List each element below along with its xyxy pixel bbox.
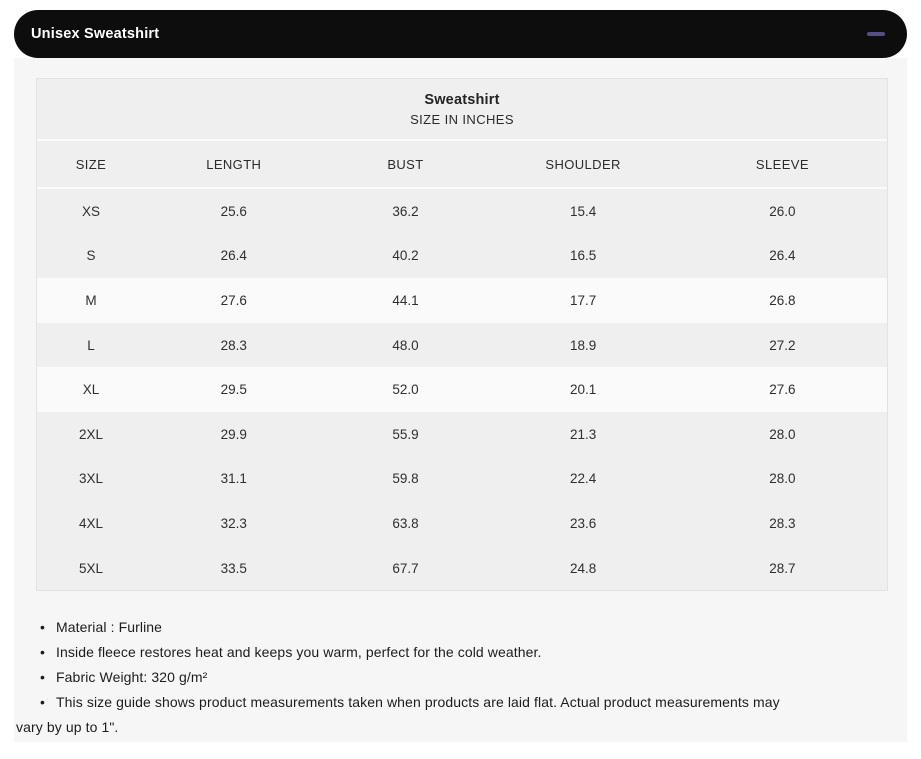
column-header-size: SIZE xyxy=(75,156,107,172)
measurement-cell: 28.3 xyxy=(220,337,247,353)
chart-title: Sweatshirt xyxy=(424,91,500,108)
measurement-cell: 22.4 xyxy=(569,471,597,487)
table-row-xl: XL 29.5 52.0 20.1 27.6 xyxy=(37,367,887,412)
measurement-cell: 67.7 xyxy=(392,560,419,576)
measurement-cell: 26.4 xyxy=(769,248,796,264)
accordion-title: Unisex Sweatshirt xyxy=(31,26,160,42)
measurement-cell: 26.8 xyxy=(769,292,796,308)
size-cell: L xyxy=(87,337,95,353)
list-item: This size guide shows product measuremen… xyxy=(16,690,796,740)
measurement-cell: 17.7 xyxy=(569,292,597,308)
column-header-sleeve: SLEEVE xyxy=(755,156,809,172)
measurement-cell: 59.8 xyxy=(392,471,419,487)
measurement-cell: 52.0 xyxy=(392,382,419,398)
accordion-header[interactable]: Unisex Sweatshirt xyxy=(14,10,907,58)
size-cell: 5XL xyxy=(78,560,103,576)
table-row-l: L 28.3 48.0 18.9 27.2 xyxy=(37,322,887,368)
measurement-cell: 29.5 xyxy=(220,382,247,398)
notes-list: Material : FurlineInside fleece restores… xyxy=(14,615,894,740)
measurement-cell: 44.1 xyxy=(392,292,419,308)
size-chart-table: Sweatshirt SIZE IN INCHES SIZE LENGTH BUST… xyxy=(36,78,888,592)
table-row-m: M 27.6 44.1 17.7 26.8 xyxy=(37,278,887,323)
collapse-button[interactable] xyxy=(863,21,889,47)
table-row-xs: XS 25.6 36.2 15.4 26.0 xyxy=(37,189,887,234)
measurement-cell: 36.2 xyxy=(392,203,419,219)
list-item: Material : Furline xyxy=(16,615,796,640)
list-item: Inside fleece restores heat and keeps yo… xyxy=(16,640,796,665)
column-header-shoulder: SHOULDER xyxy=(545,156,621,172)
measurement-cell: 28.0 xyxy=(769,426,796,442)
measurement-cell: 26.0 xyxy=(769,203,796,219)
measurement-cell: 32.3 xyxy=(220,515,247,531)
chart-title-block: Sweatshirt SIZE IN INCHES xyxy=(37,79,887,141)
measurement-cell: 31.1 xyxy=(220,471,247,487)
measurement-cell: 28.0 xyxy=(769,471,796,487)
table-row-5xl: 5XL 33.5 67.7 24.8 28.7 xyxy=(37,545,887,591)
table-row-4xl: 4XL 32.3 63.8 23.6 28.3 xyxy=(37,501,887,546)
measurement-cell: 27.2 xyxy=(769,337,796,353)
size-cell: XS xyxy=(81,203,100,219)
list-item: Fabric Weight: 320 g/m² xyxy=(16,665,796,690)
measurement-cell: 23.6 xyxy=(569,515,597,531)
minus-icon xyxy=(867,32,885,36)
size-guide-panel: Sweatshirt SIZE IN INCHES SIZE LENGTH BUST… xyxy=(14,58,907,742)
size-cell: XL xyxy=(82,382,100,398)
column-header-length: LENGTH xyxy=(206,156,262,172)
measurement-cell: 40.2 xyxy=(392,248,419,264)
measurement-cell: 15.4 xyxy=(569,203,597,219)
measurement-cell: 20.1 xyxy=(569,382,597,398)
measurement-cell: 27.6 xyxy=(769,382,796,398)
measurement-cell: 33.5 xyxy=(220,560,247,576)
table-row-s: S 26.4 40.2 16.5 26.4 xyxy=(37,233,887,279)
size-cell: 3XL xyxy=(78,471,103,487)
measurement-cell: 63.8 xyxy=(392,515,419,531)
measurement-cell: 21.3 xyxy=(569,426,597,442)
size-cell: S xyxy=(86,248,96,264)
measurement-cell: 25.6 xyxy=(220,203,247,219)
measurement-cell: 18.9 xyxy=(569,337,597,353)
measurement-cell: 48.0 xyxy=(392,337,419,353)
measurement-cell: 28.3 xyxy=(769,515,796,531)
size-cell: 2XL xyxy=(78,426,103,442)
table-row-3xl: 3XL 31.1 59.8 22.4 28.0 xyxy=(37,456,887,502)
measurement-cell: 26.4 xyxy=(220,248,247,264)
table-body: XS 25.6 36.2 15.4 26.0 S 26.4 40.2 16.5 26.4 M 27.6… xyxy=(37,189,887,591)
page: Unisex Sweatshirt Sweatshirt SIZE IN INC… xyxy=(0,0,921,742)
measurement-cell: 55.9 xyxy=(392,426,419,442)
size-cell: M xyxy=(85,292,97,308)
measurement-cell: 27.6 xyxy=(220,292,247,308)
size-cell: 4XL xyxy=(78,515,103,531)
table-header-row: SIZE LENGTH BUST SHOULDER SLEEVE xyxy=(37,141,887,189)
measurement-cell: 28.7 xyxy=(769,560,796,576)
chart-subtitle: SIZE IN INCHES xyxy=(410,111,514,127)
measurement-cell: 16.5 xyxy=(569,248,597,264)
column-header-bust: BUST xyxy=(387,156,424,172)
measurement-cell: 29.9 xyxy=(220,426,247,442)
measurement-cell: 24.8 xyxy=(569,560,597,576)
table-row-2xl: 2XL 29.9 55.9 21.3 28.0 xyxy=(37,411,887,457)
